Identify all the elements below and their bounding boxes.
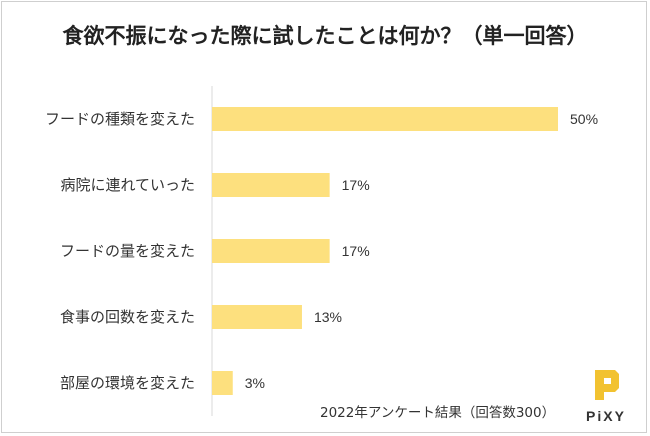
chart-title: 食欲不振になった際に試したことは何か？（単一回答） [62,24,588,48]
bar-3 [212,239,330,263]
category-label-2: 病院に連れていった [60,176,195,194]
bars [212,107,558,395]
value-label-4: 13% [314,309,342,325]
bar-2 [212,173,330,197]
value-label-2: 17% [342,177,370,193]
pixy-logo-text: PiXY [586,408,626,424]
value-label-5: 3% [245,375,265,391]
category-label-4: 食事の回数を変えた [60,308,195,326]
category-label-5: 部屋の環境を変えた [60,374,195,392]
survey-footnote: 2022年アンケート結果（回答数300） [320,405,556,421]
category-labels: フードの種類を変えた病院に連れていったフードの量を変えた食事の回数を変えた部屋の… [45,110,195,392]
category-label-1: フードの種類を変えた [45,110,195,128]
bar-1 [212,107,558,131]
pixy-logo: PiXY [578,366,634,424]
value-label-3: 17% [342,243,370,259]
bar-5 [212,371,233,395]
pixy-logo-mark-icon [595,370,619,400]
value-label-1: 50% [570,111,598,127]
category-label-3: フードの量を変えた [60,242,195,260]
value-labels: 50% 17% 17% 13% 3% [245,111,598,391]
bar-4 [212,305,302,329]
